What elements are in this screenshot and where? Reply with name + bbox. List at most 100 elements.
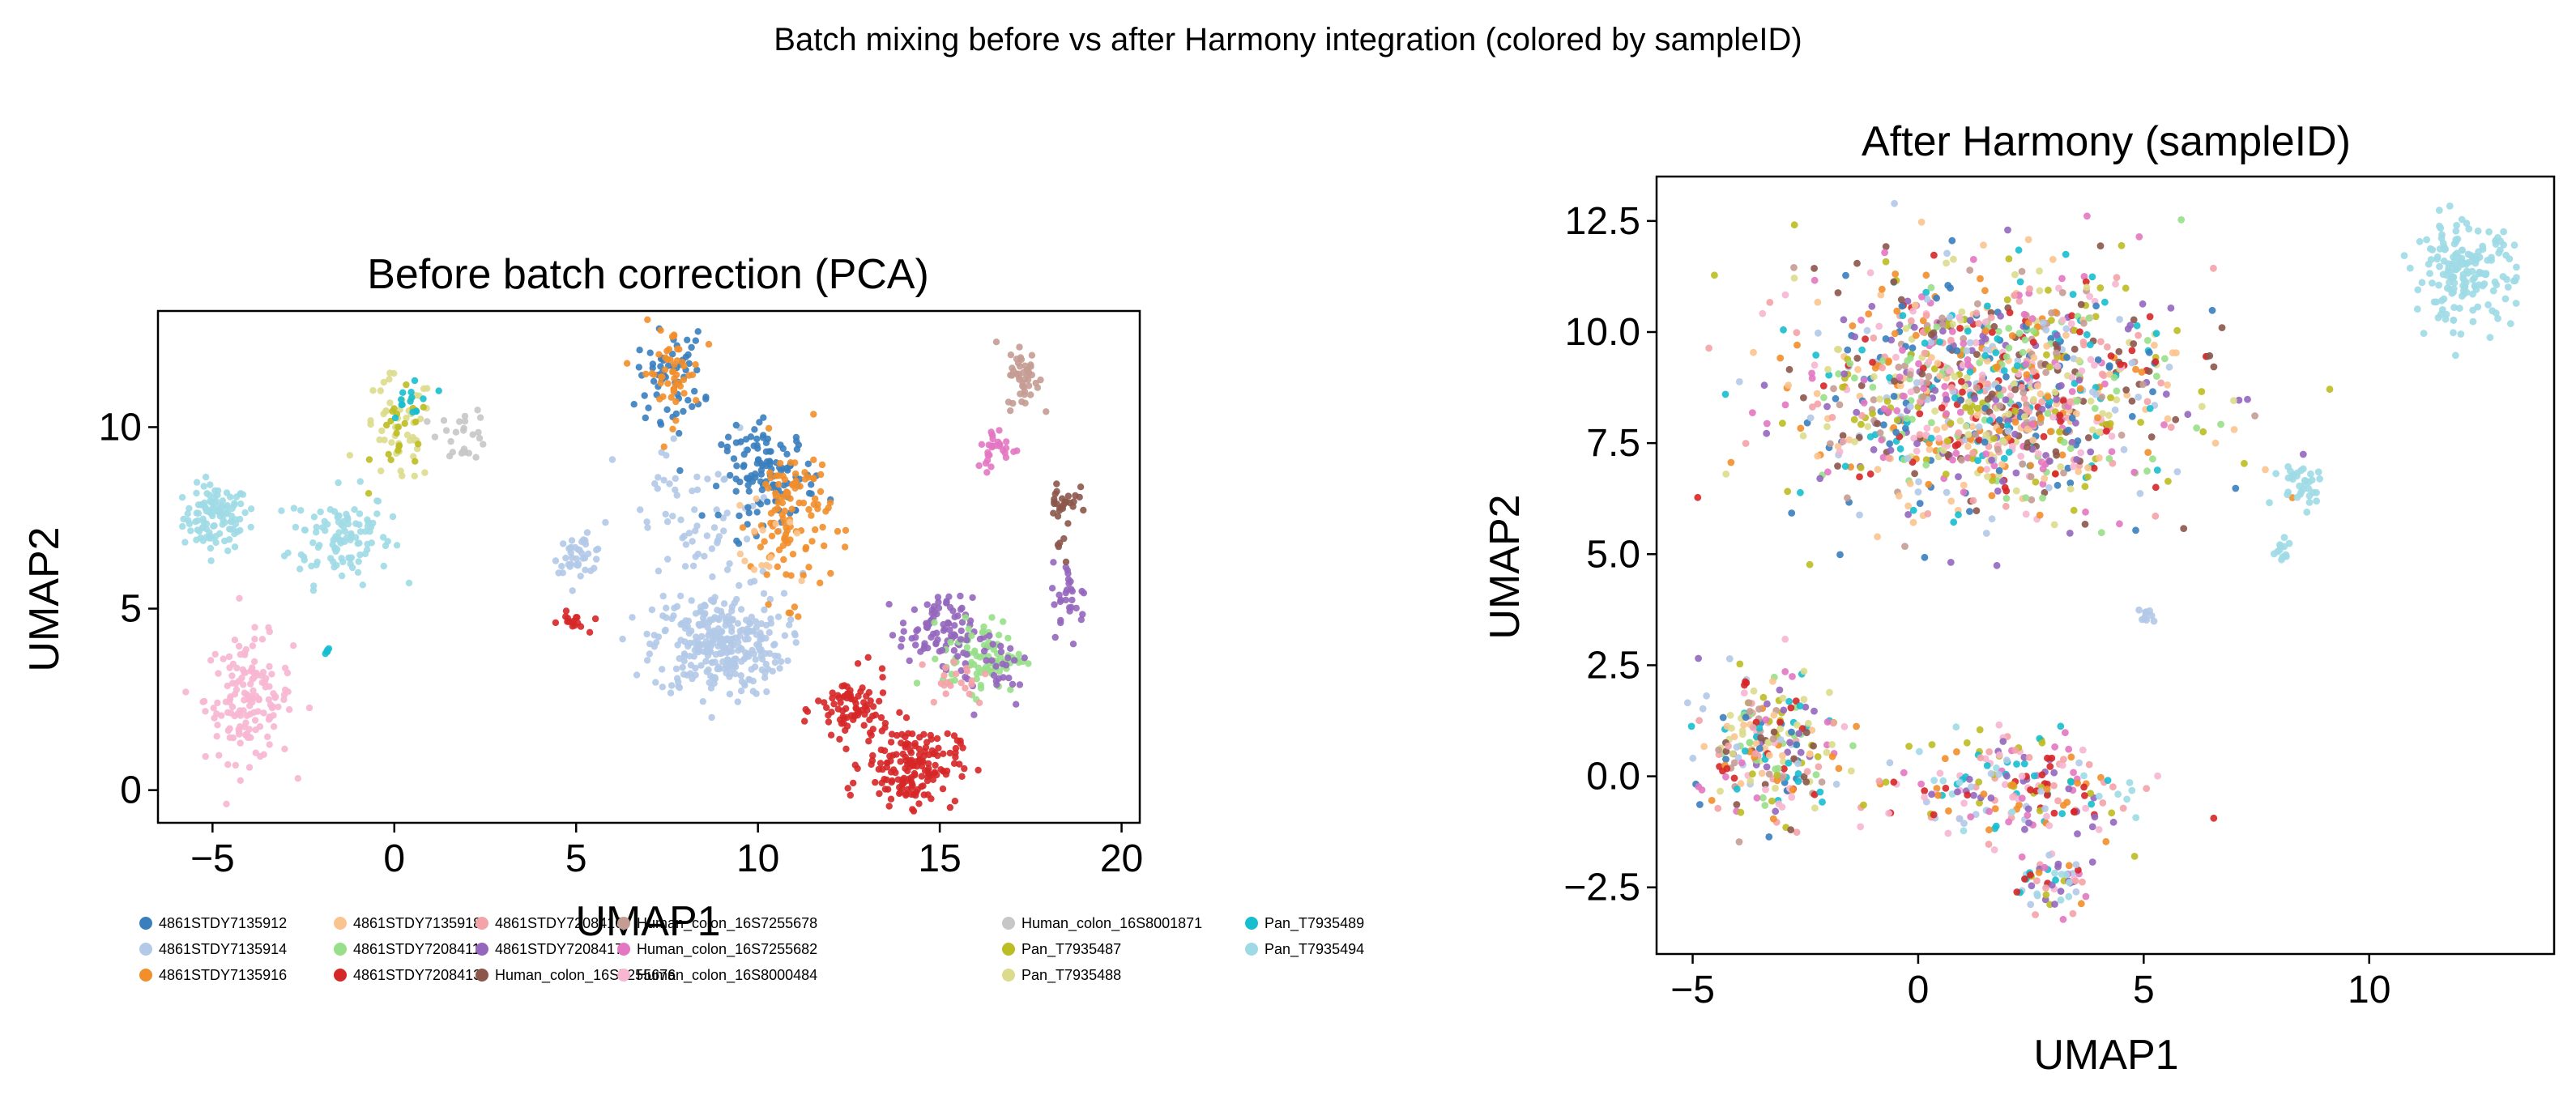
right-plot-frame [1655,175,2556,956]
scatter-point [866,716,873,723]
scatter-point [2145,348,2153,356]
scatter-point [787,536,794,543]
scatter-point [2102,428,2110,435]
legend-item: 4861STDY7208417 [476,941,623,957]
scatter-point [2146,607,2154,615]
scatter-point [2147,433,2156,441]
scatter-point [1926,445,1934,454]
scatter-point [2041,475,2049,483]
scatter-point [876,760,885,767]
scatter-point [2063,354,2071,361]
scatter-point [1968,347,1976,355]
scatter-point [1997,312,2005,320]
scatter-point [1803,768,1811,776]
scatter-point [1870,334,1878,342]
scatter-point [1925,358,1933,366]
scatter-point [461,449,469,456]
scatter-point [1907,388,1915,396]
scatter-point [1983,762,1991,769]
scatter-point [1719,713,1727,722]
scatter-point [1975,320,1983,327]
scatter-point [2305,499,2314,506]
scatter-point [692,610,700,617]
scatter-point [1881,249,1889,257]
scatter-point [1980,241,1987,249]
scatter-point [1794,777,1802,786]
scatter-point [677,516,685,524]
scatter-point [1875,777,1883,785]
scatter-point [1815,763,1823,771]
scatter-point [2052,448,2060,456]
scatter-point [672,665,680,673]
scatter-point [660,476,667,484]
scatter-point [476,414,484,421]
scatter-point [221,519,228,526]
scatter-point [739,524,747,531]
scatter-point [1877,291,1885,299]
scatter-point [258,636,267,643]
scatter-point [179,522,186,530]
scatter-point [1879,364,1887,372]
scatter-point [2501,295,2510,303]
scatter-point [365,456,373,463]
scatter-point [1874,533,1882,541]
scatter-point [980,647,988,655]
scatter-point [1960,820,1968,827]
scatter-point [187,527,194,534]
scatter-point [211,650,219,658]
scatter-point [1080,590,1088,597]
scatter-point [2086,292,2094,300]
scatter-point [2001,781,2009,789]
scatter-point [1738,727,1746,735]
scatter-point [2122,386,2130,394]
scatter-point [573,614,580,621]
scatter-point [762,448,770,455]
scatter-point [1901,424,1909,432]
scatter-point [1007,645,1014,652]
scatter-point [1800,394,1807,402]
scatter-point [723,566,731,573]
scatter-point [1999,437,2007,445]
scatter-point [966,690,973,698]
scatter-point [774,499,782,506]
scatter-point [1984,395,1992,403]
scatter-point [698,512,706,519]
scatter-point [834,527,842,535]
scatter-point [750,566,758,573]
scatter-point [2067,320,2075,327]
scatter-point [237,723,244,730]
scatter-point [817,488,825,496]
scatter-point [1722,773,1729,781]
scatter-point [1984,302,1991,310]
scatter-point [726,648,733,655]
scatter-point [1914,488,1922,496]
scatter-point [805,505,812,513]
scatter-point [1947,419,1955,427]
scatter-point [1016,343,1023,351]
scatter-point [1802,729,1810,737]
scatter-point [356,478,364,485]
scatter-point [242,645,249,654]
scatter-point [475,428,482,437]
scatter-point [662,626,669,634]
scatter-point [2097,529,2105,537]
scatter-point [2108,432,2116,440]
scatter-point [1958,308,1966,316]
scatter-point [2051,470,2059,478]
scatter-point [2076,385,2084,393]
scatter-point [185,517,192,524]
scatter-point [246,702,254,709]
right-y-axis-label: UMAP2 [1482,494,1529,639]
scatter-point [1840,722,1849,730]
scatter-point [352,520,360,527]
scatter-point [1922,456,1930,464]
scatter-point [2152,512,2160,520]
scatter-point [2075,377,2083,384]
scatter-point [1973,411,1981,419]
scatter-point [957,666,965,675]
scatter-point [664,556,672,563]
scatter-point [767,554,774,561]
scatter-point [2050,521,2058,529]
scatter-point [967,658,975,666]
scatter-point [356,510,364,517]
